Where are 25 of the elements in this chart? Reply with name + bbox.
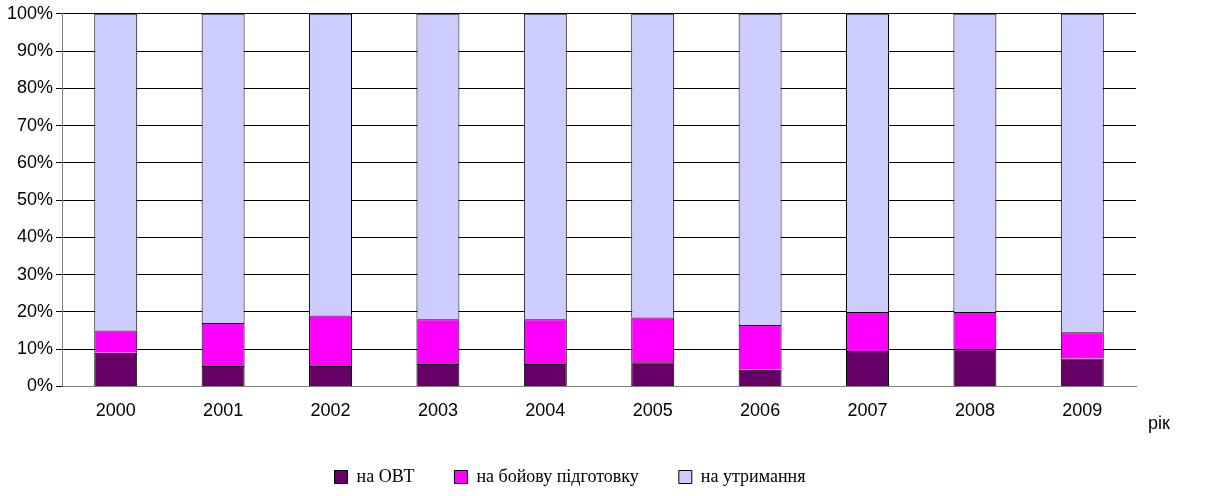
y-tick-label: 0% xyxy=(27,375,54,396)
y-tick-label: 30% xyxy=(17,263,54,284)
x-tick-label: 2005 xyxy=(632,400,673,421)
x-axis-title: рік xyxy=(1148,413,1171,434)
x-tick-label: 2008 xyxy=(954,400,995,421)
y-tick-label: 100% xyxy=(6,2,54,23)
legend-label: на ОВТ xyxy=(356,465,415,486)
x-tick-label: 2006 xyxy=(740,400,781,421)
legend-label: на утримання xyxy=(700,465,806,486)
x-tick-label: 2003 xyxy=(417,400,458,421)
y-tick-label: 10% xyxy=(17,338,54,359)
x-tick-label: 2000 xyxy=(95,400,136,421)
legend-label: на бойову підготовку xyxy=(476,465,639,486)
y-tick-label: 90% xyxy=(17,40,54,61)
x-tick-label: 2009 xyxy=(1062,400,1103,421)
y-tick-label: 80% xyxy=(17,77,54,98)
y-tick-label: 50% xyxy=(17,189,54,210)
y-tick-label: 70% xyxy=(17,114,54,135)
x-tick-label: 2002 xyxy=(310,400,351,421)
x-tick-label: 2001 xyxy=(203,400,244,421)
y-tick-label: 60% xyxy=(17,151,54,172)
y-tick-label: 40% xyxy=(17,226,54,247)
x-tick-label: 2007 xyxy=(847,400,888,421)
x-tick-label: 2004 xyxy=(525,400,566,421)
y-tick-label: 20% xyxy=(17,300,54,321)
